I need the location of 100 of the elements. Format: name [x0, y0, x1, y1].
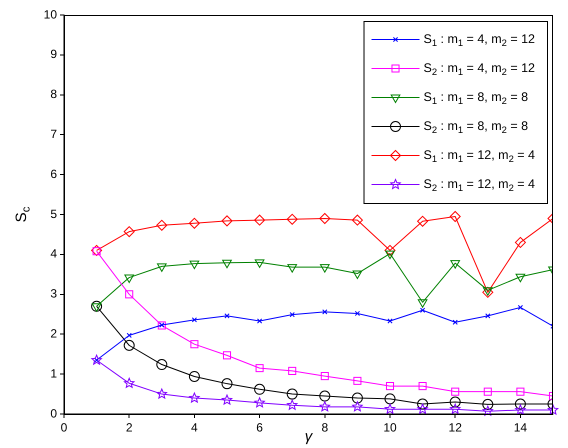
- point: [125, 290, 134, 298]
- point: [254, 397, 265, 408]
- point: [126, 332, 132, 338]
- x-tick-label: 6: [256, 420, 264, 435]
- point: [384, 244, 396, 256]
- point: [518, 304, 524, 310]
- y-tick-label: 10: [44, 7, 58, 22]
- point: [91, 244, 102, 256]
- point: [352, 392, 363, 404]
- point: [387, 318, 393, 324]
- x-tick-label: 4: [191, 420, 198, 435]
- point: [156, 359, 168, 370]
- point: [124, 378, 134, 388]
- point: [124, 340, 135, 351]
- y-tick-label: 2: [50, 326, 58, 341]
- point: [384, 393, 396, 404]
- y-tick-label: 6: [50, 166, 58, 181]
- point: [353, 376, 362, 385]
- point: [516, 388, 524, 396]
- x-tick-label: 14: [514, 420, 528, 435]
- point: [188, 218, 200, 229]
- point: [319, 212, 330, 224]
- point: [91, 300, 102, 312]
- y-tick-label: 1: [50, 366, 58, 380]
- point: [482, 406, 494, 416]
- point: [385, 250, 395, 260]
- point: [417, 398, 428, 410]
- x-tick-label: 2: [126, 420, 133, 435]
- point: [352, 270, 362, 280]
- point: [256, 318, 262, 324]
- point: [124, 274, 134, 284]
- point: [352, 401, 363, 412]
- point: [418, 382, 427, 390]
- point: [254, 259, 264, 268]
- y-tick-label: 3: [50, 286, 58, 301]
- x-tick-label: 8: [321, 420, 328, 435]
- point: [514, 236, 526, 248]
- point: [254, 384, 266, 395]
- point: [482, 398, 494, 410]
- y-tick-label: 8: [50, 87, 58, 102]
- point: [256, 364, 264, 372]
- point: [352, 214, 363, 226]
- point: [384, 404, 396, 414]
- y-tick-label: 9: [50, 47, 58, 62]
- point: [515, 404, 526, 415]
- point: [290, 312, 295, 318]
- x-tick-label: 0: [60, 420, 68, 435]
- point: [450, 260, 460, 269]
- point: [320, 401, 330, 412]
- point: [322, 309, 328, 314]
- point: [516, 274, 526, 282]
- point: [156, 220, 168, 231]
- point: [92, 303, 102, 312]
- point: [484, 388, 492, 396]
- point: [156, 388, 168, 399]
- y-axis-title: Sc: [13, 206, 33, 222]
- point: [156, 263, 167, 272]
- point: [418, 299, 428, 308]
- y-tick-label: 4: [50, 246, 58, 261]
- point: [188, 370, 200, 382]
- point: [386, 382, 394, 390]
- point: [417, 404, 428, 414]
- point: [485, 313, 490, 318]
- point: [224, 313, 230, 318]
- point: [190, 340, 198, 348]
- point: [420, 308, 426, 313]
- point: [450, 396, 461, 408]
- point: [548, 404, 558, 415]
- x-tick-label: 12: [448, 420, 462, 435]
- point: [222, 260, 232, 268]
- point: [354, 310, 360, 316]
- y-tick-label: 0: [50, 406, 58, 420]
- x-tick-label: 10: [383, 420, 397, 435]
- point: [417, 216, 428, 227]
- point: [286, 214, 298, 225]
- point: [286, 400, 298, 410]
- point: [319, 390, 330, 402]
- point: [91, 354, 102, 365]
- point: [124, 226, 135, 238]
- point: [288, 366, 296, 375]
- point: [452, 320, 458, 325]
- point: [451, 388, 460, 396]
- x-axis-title: γ: [304, 428, 314, 446]
- point: [222, 378, 232, 390]
- y-tick-label: 5: [50, 206, 58, 221]
- point: [222, 215, 232, 226]
- point: [222, 394, 232, 405]
- y-tick-label: 7: [50, 127, 58, 142]
- point: [450, 210, 461, 222]
- point: [254, 214, 266, 226]
- point: [192, 317, 198, 322]
- point: [450, 404, 460, 414]
- point: [190, 260, 200, 270]
- point: [286, 388, 298, 400]
- point: [189, 392, 200, 403]
- point: [222, 351, 232, 360]
- point: [320, 264, 330, 273]
- point: [514, 398, 526, 410]
- point: [320, 372, 329, 380]
- point: [287, 264, 298, 273]
